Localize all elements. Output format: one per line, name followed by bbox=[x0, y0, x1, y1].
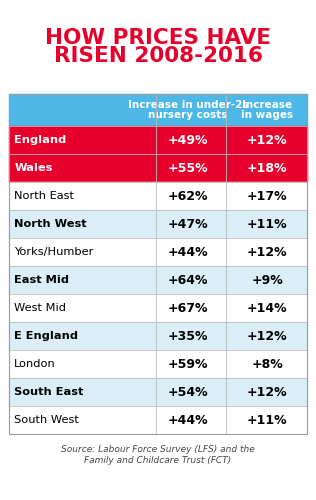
Bar bbox=[9, 210, 307, 238]
Text: +44%: +44% bbox=[168, 414, 208, 426]
Text: South East: South East bbox=[14, 387, 84, 397]
Text: +12%: +12% bbox=[247, 330, 287, 342]
Bar bbox=[9, 238, 307, 266]
Bar bbox=[9, 94, 307, 434]
Bar bbox=[9, 126, 307, 154]
Text: +8%: +8% bbox=[251, 358, 283, 370]
Text: +44%: +44% bbox=[168, 246, 208, 258]
Text: +62%: +62% bbox=[168, 190, 208, 202]
Text: South West: South West bbox=[14, 415, 79, 425]
Bar bbox=[9, 350, 307, 378]
Bar bbox=[9, 378, 307, 406]
Text: +18%: +18% bbox=[247, 162, 287, 174]
Text: England: England bbox=[14, 135, 66, 145]
Text: +12%: +12% bbox=[247, 134, 287, 146]
Text: +11%: +11% bbox=[247, 218, 287, 230]
Text: +9%: +9% bbox=[251, 274, 283, 286]
Bar bbox=[9, 322, 307, 350]
Text: Wales: Wales bbox=[14, 163, 52, 173]
Text: London: London bbox=[14, 359, 56, 369]
Text: HOW PRICES HAVE
RISEN 2008-2016: HOW PRICES HAVE RISEN 2008-2016 bbox=[45, 28, 271, 66]
Text: E England: E England bbox=[14, 331, 78, 341]
Text: +12%: +12% bbox=[247, 386, 287, 398]
Text: +67%: +67% bbox=[168, 302, 208, 314]
Text: +35%: +35% bbox=[168, 330, 208, 342]
Text: Yorks/Humber: Yorks/Humber bbox=[14, 247, 94, 257]
Text: +54%: +54% bbox=[168, 386, 208, 398]
Text: North West: North West bbox=[14, 219, 87, 229]
Bar bbox=[0, 0, 316, 94]
Bar bbox=[9, 406, 307, 434]
Text: +17%: +17% bbox=[247, 190, 287, 202]
Text: +59%: +59% bbox=[168, 358, 208, 370]
Text: Increase
in wages: Increase in wages bbox=[241, 100, 293, 120]
Bar bbox=[9, 94, 307, 126]
Text: +47%: +47% bbox=[168, 218, 208, 230]
Bar bbox=[9, 294, 307, 322]
Bar bbox=[9, 182, 307, 210]
Text: +11%: +11% bbox=[247, 414, 287, 426]
Text: +14%: +14% bbox=[247, 302, 287, 314]
Text: East Mid: East Mid bbox=[14, 275, 69, 285]
Text: +12%: +12% bbox=[247, 246, 287, 258]
Text: +64%: +64% bbox=[168, 274, 208, 286]
Text: Source: Labour Force Survey (LFS) and the
Family and Childcare Trust (FCT): Source: Labour Force Survey (LFS) and th… bbox=[61, 445, 255, 465]
Text: Increase in under-2s
nursery costs: Increase in under-2s nursery costs bbox=[128, 100, 248, 120]
Bar bbox=[9, 154, 307, 182]
Text: West Mid: West Mid bbox=[14, 303, 66, 313]
Text: +55%: +55% bbox=[168, 162, 208, 174]
Text: North East: North East bbox=[14, 191, 74, 201]
Bar bbox=[9, 266, 307, 294]
Text: +49%: +49% bbox=[168, 134, 208, 146]
